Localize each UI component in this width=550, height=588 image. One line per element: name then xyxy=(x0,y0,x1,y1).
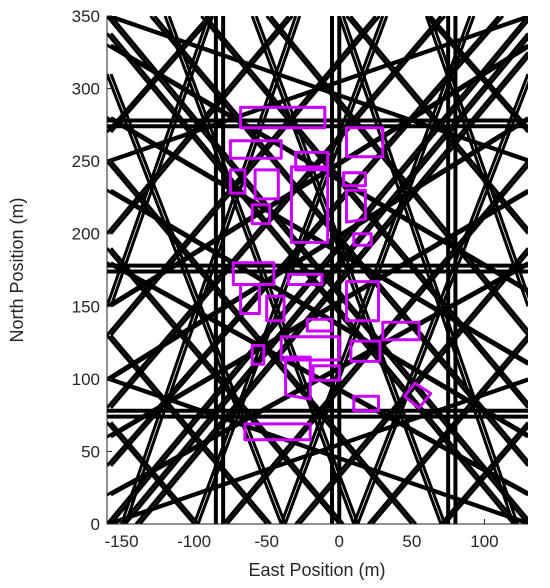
diagonal-path xyxy=(110,118,528,381)
obstacle-outline xyxy=(287,272,324,286)
x-tick-label: 50 xyxy=(402,532,421,551)
paths-layer xyxy=(107,16,528,524)
obstacle-outline xyxy=(345,188,367,224)
diagonal-path xyxy=(107,188,528,439)
y-tick-label: 50 xyxy=(81,442,100,461)
y-tick-label: 350 xyxy=(72,7,100,26)
obstacle-outline xyxy=(239,283,261,315)
diagonal-path xyxy=(269,16,528,333)
diagonal-path xyxy=(107,73,283,524)
obstacle-outline xyxy=(352,232,373,247)
obstacles-layer xyxy=(228,105,433,442)
x-axis-label: East Position (m) xyxy=(248,560,385,580)
diagonal-path xyxy=(109,421,200,524)
y-tick-label: 200 xyxy=(72,225,100,244)
diagonal-path xyxy=(109,16,215,307)
diagonal-path xyxy=(204,16,528,406)
diagonal-path xyxy=(425,16,528,134)
diagonal-path xyxy=(283,16,476,524)
obstacle-outline xyxy=(342,171,367,188)
obstacle-outline xyxy=(352,394,380,413)
obstacle-outline xyxy=(289,165,330,244)
diagonal-path xyxy=(120,16,298,524)
x-tick-label: -150 xyxy=(105,532,139,551)
y-tick-label: 0 xyxy=(91,515,100,534)
x-tick-label: -100 xyxy=(177,532,211,551)
obstacle-outline xyxy=(345,280,380,323)
diagonal-path xyxy=(107,116,528,381)
diagonal-path xyxy=(107,16,211,307)
y-tick-label: 100 xyxy=(72,370,100,389)
obstacle-outline xyxy=(250,203,272,226)
x-tick-label: -50 xyxy=(254,532,279,551)
x-tick-label: 100 xyxy=(470,532,498,551)
diagonal-path xyxy=(107,247,341,524)
diagonal-path xyxy=(107,334,268,524)
obstacle-outline xyxy=(305,317,334,333)
diagonal-path xyxy=(107,43,528,308)
diagonal-path xyxy=(428,16,528,300)
diagonal-path xyxy=(337,16,515,524)
diagonal-path xyxy=(107,16,528,524)
diagonal-path xyxy=(341,16,519,524)
diagonal-path xyxy=(349,16,528,232)
diagonal-path xyxy=(167,16,360,524)
diagonal-path xyxy=(110,16,528,162)
diagonal-path xyxy=(345,16,528,235)
obstacle-outline xyxy=(349,339,382,363)
obstacle-outline xyxy=(253,168,280,201)
obstacle-outline xyxy=(250,344,266,366)
diagonal-path xyxy=(110,188,528,437)
axes-layer: -150 -100 -50 0 50 100 0 50 100 150 200 250 300 350 xyxy=(72,7,528,551)
x-tick-label: 0 xyxy=(335,532,344,551)
obstacle-outline xyxy=(311,364,341,382)
diagonal-path xyxy=(109,334,272,524)
diagonal-path xyxy=(279,16,472,524)
diagonal-path xyxy=(109,16,528,522)
obstacle-outline xyxy=(345,126,385,159)
obstacle-outline xyxy=(243,422,312,442)
obstacle-outline xyxy=(239,105,327,130)
y-axis-label: North Position (m) xyxy=(7,197,27,342)
obstacle-outline xyxy=(228,139,283,160)
y-tick-label: 250 xyxy=(72,152,100,171)
obstacle-outline xyxy=(265,294,286,323)
obstacle-outline xyxy=(228,168,247,195)
diagonal-path xyxy=(424,16,528,307)
obstacle-outline xyxy=(403,381,433,410)
obstacle-outline xyxy=(284,355,312,401)
obstacle-outline xyxy=(381,320,421,342)
diagonal-path xyxy=(124,16,302,524)
y-tick-label: 150 xyxy=(72,297,100,316)
obstacle-outline xyxy=(279,335,341,362)
y-tick-label: 300 xyxy=(72,80,100,99)
diagonal-path xyxy=(110,378,528,524)
diagonal-path xyxy=(163,16,356,524)
diagonal-path xyxy=(356,80,528,524)
obstacle-outline xyxy=(294,150,330,172)
